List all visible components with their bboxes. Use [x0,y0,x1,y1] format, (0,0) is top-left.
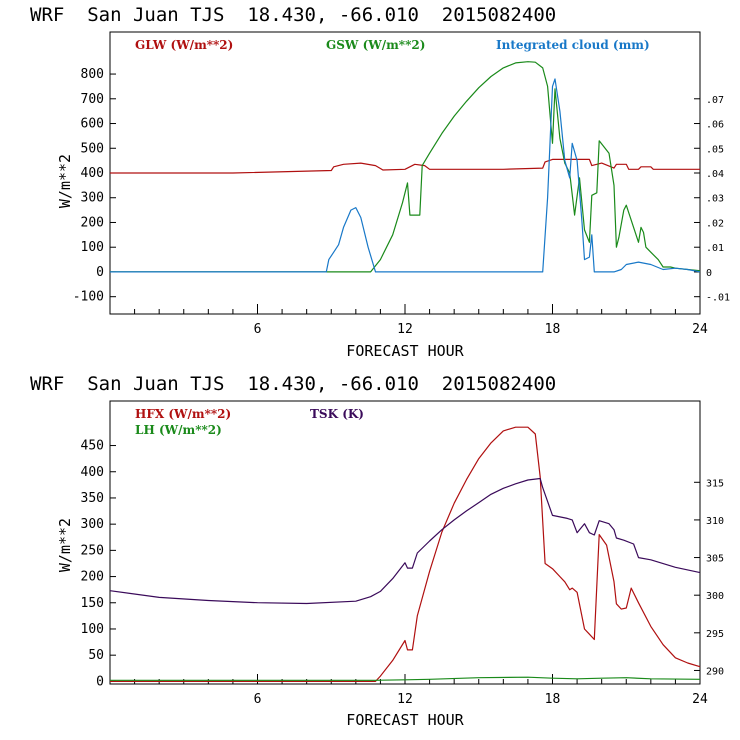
chart-1-y-tick-label: 100 [81,240,104,255]
chart-2-y-tick-label: 450 [81,439,104,454]
chart-2-y2-tick-label: 305 [706,554,724,565]
chart-1-series-integrated-line [110,78,701,273]
chart-1-y-tick-label: 700 [81,92,104,107]
chart-1-series [110,61,701,273]
chart-2-x-tick-label: 24 [692,692,708,707]
chart-1-title: WRF San Juan TJS 18.430, -66.010 2015082… [30,4,556,26]
chart-2-x-tick-label: 18 [545,692,561,707]
chart-1-y2-tick-label: .03 [706,194,724,205]
chart-1-x-tick-label: 18 [545,322,561,337]
chart-2-x-label: FORECAST HOUR [346,711,464,729]
chart-1-y-tick-label: 500 [81,141,104,156]
chart-1-series-glw-line [110,158,700,174]
chart-2-x-tick-label: 12 [397,692,413,707]
chart-1-legend-gsw: GSW (W/m**2) [326,38,425,52]
chart-2-legend-hfx: HFX (W/m**2) [135,407,231,421]
chart-1-y-axis: -100 0 100 200 300 400 500 600 700 800 [73,67,116,305]
chart-2-x-tick-label: 6 [254,692,262,707]
chart-2-legend-lh: LH (W/m**2) [135,423,222,437]
chart-2: WRF San Juan TJS 18.430, -66.010 2015082… [30,373,724,729]
chart-1-y2-tick-label: .04 [706,169,724,180]
chart-2-y-tick-label: 400 [81,465,104,480]
chart-1-y2-tick-label: .01 [706,243,724,254]
chart-2-y-tick-label: 0 [96,674,104,689]
chart-2-legend-tsk: TSK (K) [310,407,364,421]
chart-1-series-gsw-line [110,61,701,273]
chart-2-y-tick-label: 50 [88,648,104,663]
chart-1-x-label: FORECAST HOUR [346,342,464,360]
chart-1-y2-tick-label: -.01 [706,293,730,304]
chart-1-y2-tick-label: 0 [706,268,712,279]
chart-1-y-tick-label: 400 [81,166,104,181]
chart-1-y-tick-label: 800 [81,67,104,82]
chart-2-y-tick-label: 350 [81,491,104,506]
chart-2-y-label: W/m**2 [56,518,74,572]
chart-2-y-tick-label: 250 [81,543,104,558]
chart-1-y-tick-label: 300 [81,191,104,206]
chart-2-series-lh-line [110,676,701,681]
chart-1-x-tick-label: 24 [692,322,708,337]
chart-2-series [109,426,701,683]
chart-2-y-axis: 0 50 100 150 200 250 300 350 400 450 [81,439,116,689]
chart-2-y2-tick-label: 310 [706,516,724,527]
chart-2-y2-axis: 290 295 300 305 310 315 [694,478,724,677]
chart-1-y-tick-label: 600 [81,117,104,132]
chart-1-y2-axis: -.01 0 .01 .02 .03 .04 .05 .06 .07 [694,95,730,304]
chart-2-title: WRF San Juan TJS 18.430, -66.010 2015082… [30,373,556,395]
chart-1-y-tick-label: -100 [73,290,104,305]
chart-1-legend-glw: GLW (W/m**2) [135,38,233,52]
chart-1-y-tick-label: 0 [96,265,104,280]
chart-2-y-tick-label: 300 [81,517,104,532]
chart-1-x-axis: 6 12 18 24 [134,304,708,337]
chart-1: WRF San Juan TJS 18.430, -66.010 2015082… [30,4,730,360]
chart-2-y-tick-label: 100 [81,622,104,637]
chart-2-y-tick-label: 150 [81,596,104,611]
chart-2-y2-tick-label: 290 [706,666,724,677]
chart-2-y-tick-label: 200 [81,570,104,585]
chart-1-x-tick-label: 12 [397,322,413,337]
chart-1-y2-tick-label: .06 [706,120,724,131]
chart-2-y2-tick-label: 300 [706,591,724,602]
chart-1-y-tick-label: 200 [81,215,104,230]
chart-1-y-label: W/m**2 [56,154,74,208]
chart-2-series-tsk-line [109,477,701,605]
chart-1-y2-tick-label: .02 [706,218,724,229]
chart-2-series-hfx-line [110,426,701,683]
chart-2-y2-tick-label: 295 [706,629,724,640]
chart-1-legend-cloud: Integrated cloud (mm) [496,38,650,52]
chart-2-y2-tick-label: 315 [706,478,724,489]
chart-1-x-tick-label: 6 [254,322,262,337]
chart-1-y2-tick-label: .05 [706,144,724,155]
chart-1-y2-tick-label: .07 [706,95,724,106]
